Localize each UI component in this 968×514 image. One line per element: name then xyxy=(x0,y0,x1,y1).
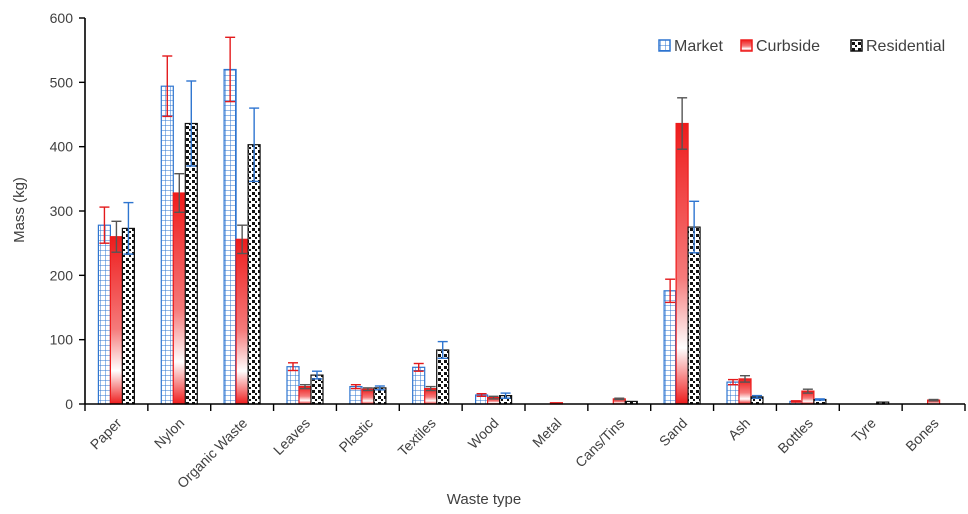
error-bar-curbside-sand xyxy=(677,97,688,150)
x-tick-label-cans-tins: Cans/Tins xyxy=(572,415,628,471)
error-bar-curbside-paper xyxy=(111,220,122,253)
y-tick-label: 400 xyxy=(50,139,74,155)
error-bar-curbside-bones xyxy=(928,398,939,402)
error-bar-residential-ash xyxy=(752,394,762,399)
error-bar-residential-organic-waste xyxy=(249,107,260,183)
bar-curbside-sand xyxy=(675,122,689,405)
x-tick-label-nylon: Nylon xyxy=(151,415,188,452)
bar-market-textiles xyxy=(412,366,426,405)
y-tick-label: 0 xyxy=(65,396,73,412)
x-tick-label-bottles: Bottles xyxy=(774,415,816,457)
bar-market-paper xyxy=(97,224,112,405)
legend-label-residential: Residential xyxy=(866,38,945,55)
legend-swatch-market xyxy=(658,39,671,52)
y-tick-label: 100 xyxy=(50,332,74,348)
x-tick-label-leaves: Leaves xyxy=(270,415,313,458)
error-bar-curbside-organic-waste xyxy=(237,224,248,255)
legend-item-curbside: Curbside xyxy=(740,38,820,55)
error-bar-residential-wood xyxy=(500,392,511,399)
bar-curbside-organic-waste xyxy=(235,238,249,405)
plot-area xyxy=(97,36,941,405)
y-tick-label: 200 xyxy=(50,267,74,283)
x-tick-label-plastic: Plastic xyxy=(336,415,376,455)
error-bar-market-nylon xyxy=(162,55,173,118)
error-bar-curbside-ash xyxy=(740,375,750,383)
legend-swatch-curbside xyxy=(740,39,753,52)
error-bar-curbside-cans-tins xyxy=(614,397,625,401)
error-bar-residential-nylon xyxy=(186,80,197,167)
x-tick-label-wood: Wood xyxy=(465,415,502,452)
bar-curbside-nylon xyxy=(172,192,186,405)
error-bar-curbside-plastic xyxy=(362,387,373,392)
legend-item-market: Market xyxy=(658,38,723,55)
bar-curbside-plastic xyxy=(361,388,375,405)
error-bar-residential-plastic xyxy=(374,385,385,391)
error-bar-market-wood xyxy=(476,393,487,397)
error-bar-market-textiles xyxy=(413,362,424,372)
error-bar-market-organic-waste xyxy=(225,36,236,103)
x-tick-label-tyre: Tyre xyxy=(848,415,879,446)
x-tick-label-paper: Paper xyxy=(87,415,125,453)
legend-swatch-residential xyxy=(850,39,863,52)
x-tick-label-sand: Sand xyxy=(656,415,690,449)
bar-market-nylon xyxy=(160,85,174,405)
x-tick-label-bones: Bones xyxy=(902,415,941,454)
bar-residential-sand xyxy=(687,226,701,405)
error-bar-curbside-nylon xyxy=(174,172,185,214)
x-tick-label-ash: Ash xyxy=(725,415,753,443)
bar-market-leaves xyxy=(286,366,300,405)
bar-curbside-paper xyxy=(109,236,124,405)
error-bar-market-paper xyxy=(99,206,110,244)
bar-market-organic-waste xyxy=(223,68,237,405)
x-tick-label-textiles: Textiles xyxy=(395,415,439,459)
error-bar-curbside-bottles xyxy=(802,388,813,394)
y-tick-label: 300 xyxy=(50,203,74,219)
error-bar-market-plastic xyxy=(350,384,361,390)
x-tick-label-metal: Metal xyxy=(529,415,565,451)
legend-label-curbside: Curbside xyxy=(756,38,820,55)
y-axis-title: Mass (kg) xyxy=(11,177,28,243)
y-tick-label: 500 xyxy=(50,74,74,90)
error-bar-residential-textiles xyxy=(437,340,448,359)
error-bar-market-ash xyxy=(728,378,738,386)
error-bar-residential-sand xyxy=(689,200,700,254)
error-bar-residential-leaves xyxy=(312,370,322,380)
legend: Market Curbside Residential xyxy=(658,38,945,55)
y-tick-label: 600 xyxy=(50,10,74,26)
error-bar-market-sand xyxy=(665,278,676,304)
legend-item-residential: Residential xyxy=(850,38,945,55)
legend-label-market: Market xyxy=(674,38,723,55)
bar-residential-organic-waste xyxy=(247,144,261,405)
error-bar-curbside-leaves xyxy=(300,384,310,390)
error-bar-residential-bottles xyxy=(814,398,825,401)
bar-market-sand xyxy=(663,290,677,405)
x-axis-title: Waste type xyxy=(447,491,521,508)
error-bar-residential-paper xyxy=(123,201,134,255)
error-bar-curbside-wood xyxy=(488,395,499,400)
error-bar-market-bottles xyxy=(790,400,801,403)
error-bar-curbside-textiles xyxy=(425,385,436,392)
error-bar-market-leaves xyxy=(288,362,298,372)
